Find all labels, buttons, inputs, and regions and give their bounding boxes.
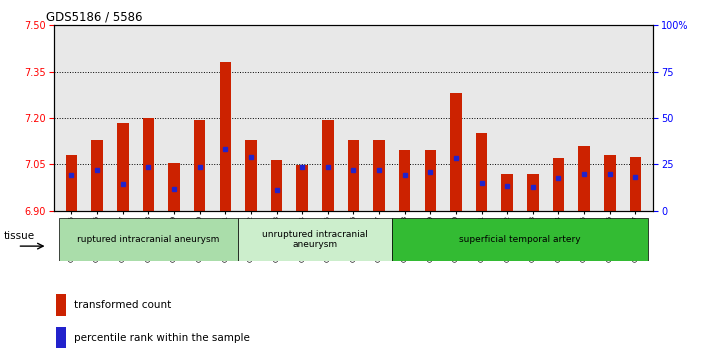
Bar: [238, 218, 392, 261]
Bar: [169, 163, 180, 211]
Bar: [527, 174, 538, 211]
Text: tissue: tissue: [4, 231, 35, 241]
Bar: [373, 140, 385, 211]
Bar: [296, 165, 308, 211]
Bar: [476, 133, 488, 211]
Bar: [322, 119, 333, 211]
Bar: [59, 218, 238, 261]
Bar: [399, 150, 411, 211]
Bar: [604, 155, 615, 211]
Text: GDS5186 / 5586: GDS5186 / 5586: [46, 11, 143, 24]
Bar: [451, 93, 462, 211]
Bar: [578, 146, 590, 211]
Text: transformed count: transformed count: [74, 300, 171, 310]
Bar: [245, 140, 256, 211]
Bar: [425, 150, 436, 211]
Bar: [553, 158, 564, 211]
Bar: [348, 140, 359, 211]
Bar: [56, 327, 66, 348]
Text: ruptured intracranial aneurysm: ruptured intracranial aneurysm: [77, 235, 220, 244]
Bar: [56, 294, 66, 316]
Text: superficial temporal artery: superficial temporal artery: [459, 235, 581, 244]
Bar: [66, 155, 77, 211]
Bar: [194, 119, 206, 211]
Bar: [219, 62, 231, 211]
Bar: [630, 156, 641, 211]
Bar: [392, 218, 648, 261]
Bar: [117, 123, 129, 211]
Bar: [271, 160, 282, 211]
Bar: [501, 174, 513, 211]
Bar: [143, 118, 154, 211]
Bar: [91, 140, 103, 211]
Text: unruptured intracranial
aneurysm: unruptured intracranial aneurysm: [262, 230, 368, 249]
Text: percentile rank within the sample: percentile rank within the sample: [74, 333, 249, 343]
